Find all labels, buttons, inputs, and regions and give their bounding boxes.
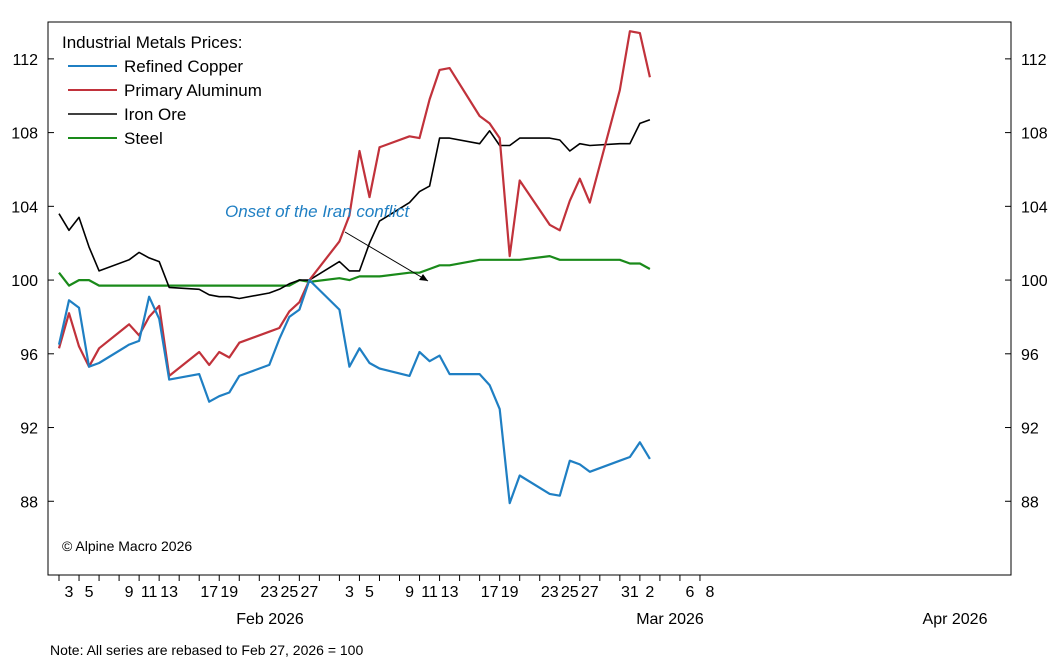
y-tick-label-right: 108 xyxy=(1021,126,1048,143)
footnote: Note: All series are rebased to Feb 27, … xyxy=(50,642,364,658)
y-tick-label-left: 100 xyxy=(11,273,38,290)
legend-label-copper: Refined Copper xyxy=(124,57,243,76)
y-tick-label-right: 104 xyxy=(1021,199,1048,216)
x-tick-label: 3 xyxy=(65,584,74,601)
x-tick-label: 19 xyxy=(220,584,238,601)
y-tick-label-left: 108 xyxy=(11,126,38,143)
y-tick-label-left: 92 xyxy=(20,421,38,438)
y-axis-right: 88 92 96 100 104 108 112 xyxy=(1005,52,1048,511)
x-tick-label: 2 xyxy=(645,584,654,601)
x-tick-label: 23 xyxy=(260,584,278,601)
copyright: © Alpine Macro 2026 xyxy=(62,538,192,554)
x-tick-label: 9 xyxy=(405,584,414,601)
x-tick-label: 13 xyxy=(441,584,459,601)
y-tick-label-left: 104 xyxy=(11,199,38,216)
y-tick-label-right: 88 xyxy=(1021,494,1039,511)
x-axis: 3 5 9 11 13 17 19 23 25 27 3 5 9 11 13 17 19 23 25 27 31 2 6 8 xyxy=(58,575,715,601)
x-tick-label: 9 xyxy=(125,584,134,601)
x-tick-label: 17 xyxy=(481,584,499,601)
legend: Industrial Metals Prices: Refined Copper… xyxy=(62,33,262,148)
series-line-iron-ore xyxy=(58,118,651,300)
series-line-refined-copper xyxy=(57,279,651,505)
x-tick-label: 27 xyxy=(300,584,318,601)
month-label: Mar 2026 xyxy=(636,611,704,628)
x-tick-label: 3 xyxy=(345,584,354,601)
y-tick-label-left: 112 xyxy=(12,52,38,69)
annotation-arrow xyxy=(344,231,429,282)
x-tick-label: 5 xyxy=(85,584,94,601)
annotation-text: Onset of the Iran conflict xyxy=(225,202,411,221)
x-tick-label: 27 xyxy=(581,584,599,601)
y-tick-label-right: 112 xyxy=(1021,52,1047,69)
x-tick-label: 25 xyxy=(280,584,298,601)
legend-label-steel: Steel xyxy=(124,129,163,148)
legend-label-aluminum: Primary Aluminum xyxy=(124,81,262,100)
series-lines xyxy=(57,30,651,505)
series-line-steel xyxy=(58,255,651,287)
x-tick-label: 8 xyxy=(706,584,715,601)
x-tick-label: 31 xyxy=(621,584,639,601)
series-line-primary-aluminum xyxy=(57,30,651,377)
x-tick-label: 17 xyxy=(200,584,218,601)
y-tick-label-right: 96 xyxy=(1021,347,1039,364)
x-tick-label: 5 xyxy=(365,584,374,601)
y-tick-label-left: 88 xyxy=(20,494,38,511)
x-tick-label: 19 xyxy=(501,584,519,601)
x-tick-label: 11 xyxy=(421,584,438,601)
y-axis-left: 88 92 96 100 104 108 112 xyxy=(11,52,54,511)
y-tick-label-right: 92 xyxy=(1021,421,1039,438)
y-tick-label-left: 96 xyxy=(20,347,38,364)
annotation-arrowhead xyxy=(419,274,428,281)
plot-frame xyxy=(47,21,1012,576)
legend-title: Industrial Metals Prices: xyxy=(62,33,242,52)
month-label: Apr 2026 xyxy=(923,611,988,628)
x-tick-label: 13 xyxy=(160,584,178,601)
month-label: Feb 2026 xyxy=(236,611,304,628)
x-tick-label: 11 xyxy=(141,584,158,601)
annotation: Onset of the Iran conflict xyxy=(225,202,429,282)
legend-label-iron-ore: Iron Ore xyxy=(124,105,186,124)
x-tick-label: 25 xyxy=(561,584,579,601)
month-labels: Feb 2026 Mar 2026 Apr 2026 xyxy=(236,611,987,628)
x-tick-label: 23 xyxy=(541,584,559,601)
y-tick-label-right: 100 xyxy=(1021,273,1048,290)
x-tick-label: 6 xyxy=(685,584,694,601)
